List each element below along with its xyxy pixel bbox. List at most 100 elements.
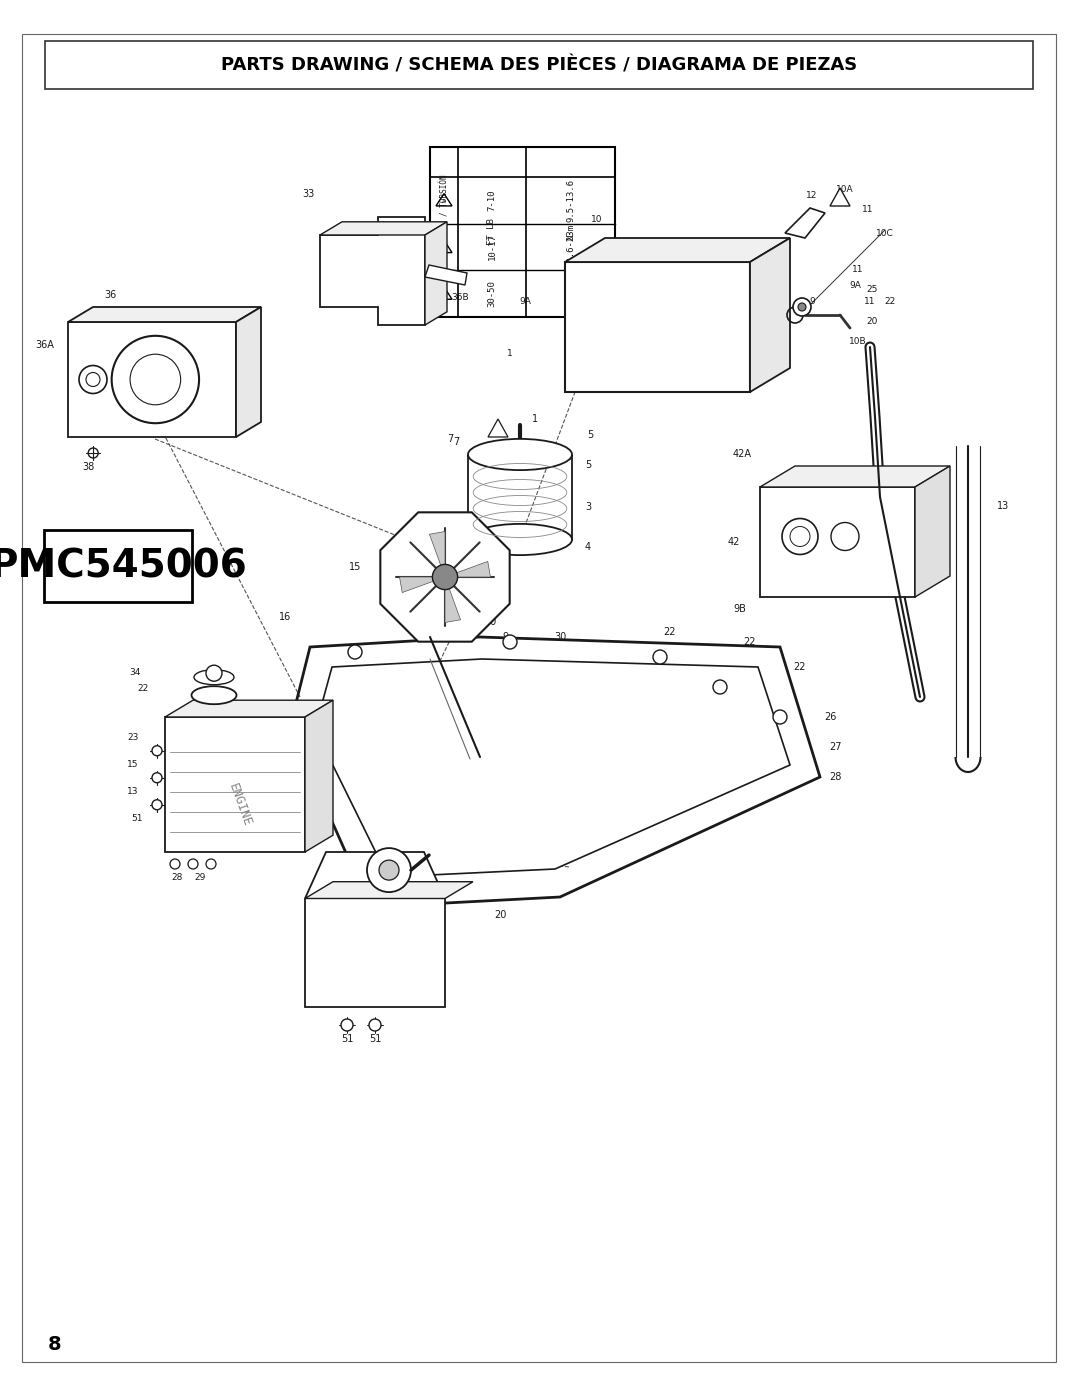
Text: A: A bbox=[442, 246, 446, 250]
Text: 20: 20 bbox=[866, 317, 878, 326]
Text: 40.7-67.8: 40.7-67.8 bbox=[566, 270, 575, 319]
Text: 51: 51 bbox=[132, 813, 143, 823]
Text: A: A bbox=[442, 198, 446, 204]
Text: 7: 7 bbox=[453, 437, 459, 447]
Polygon shape bbox=[320, 217, 426, 326]
Text: 27: 27 bbox=[828, 742, 841, 752]
Bar bbox=[45, 41, 1032, 89]
Text: 30: 30 bbox=[484, 617, 496, 627]
Circle shape bbox=[793, 298, 811, 316]
Polygon shape bbox=[750, 237, 789, 393]
Polygon shape bbox=[320, 222, 447, 235]
Bar bbox=[44, 529, 192, 602]
Polygon shape bbox=[445, 577, 460, 623]
Text: 28: 28 bbox=[828, 773, 841, 782]
Circle shape bbox=[798, 303, 806, 312]
Polygon shape bbox=[760, 467, 950, 488]
Circle shape bbox=[379, 861, 399, 880]
Text: FT LB: FT LB bbox=[487, 218, 497, 246]
Text: 22: 22 bbox=[794, 662, 807, 672]
Text: 24: 24 bbox=[831, 570, 843, 580]
Text: ENGINE: ENGINE bbox=[226, 781, 254, 828]
Polygon shape bbox=[400, 577, 445, 592]
Circle shape bbox=[206, 665, 222, 682]
Text: 9A: 9A bbox=[849, 281, 861, 289]
Text: 25: 25 bbox=[866, 285, 878, 293]
Circle shape bbox=[713, 680, 727, 694]
Text: 30-50: 30-50 bbox=[487, 281, 497, 307]
Circle shape bbox=[503, 636, 517, 650]
Text: 5: 5 bbox=[585, 460, 591, 469]
Polygon shape bbox=[915, 467, 950, 597]
Polygon shape bbox=[760, 488, 915, 597]
Text: 34: 34 bbox=[130, 668, 140, 676]
Text: 36B: 36B bbox=[451, 292, 469, 302]
Circle shape bbox=[206, 859, 216, 869]
Circle shape bbox=[170, 859, 180, 869]
Polygon shape bbox=[68, 307, 261, 321]
Text: 33: 33 bbox=[302, 189, 314, 198]
Polygon shape bbox=[305, 882, 473, 898]
Polygon shape bbox=[785, 208, 825, 237]
Text: 13: 13 bbox=[127, 787, 138, 796]
Text: PMC545006: PMC545006 bbox=[0, 548, 247, 585]
Text: 10B: 10B bbox=[849, 337, 867, 345]
Text: 9B: 9B bbox=[733, 604, 746, 615]
Polygon shape bbox=[445, 562, 490, 577]
Circle shape bbox=[152, 746, 162, 756]
Circle shape bbox=[152, 799, 162, 810]
Text: 7-10: 7-10 bbox=[487, 190, 497, 211]
Text: 51: 51 bbox=[341, 1034, 353, 1044]
Text: 11: 11 bbox=[852, 265, 864, 274]
Polygon shape bbox=[565, 263, 750, 393]
Circle shape bbox=[341, 1018, 353, 1031]
Text: 13.6-23: 13.6-23 bbox=[566, 228, 575, 265]
Circle shape bbox=[773, 710, 787, 724]
Text: 51: 51 bbox=[368, 1034, 381, 1044]
Circle shape bbox=[152, 773, 162, 782]
Text: 1: 1 bbox=[508, 348, 513, 358]
Text: 8: 8 bbox=[48, 1336, 62, 1355]
Text: 12: 12 bbox=[807, 191, 818, 201]
Text: 16: 16 bbox=[279, 612, 292, 622]
Text: 23: 23 bbox=[127, 733, 138, 742]
Ellipse shape bbox=[468, 439, 572, 471]
Polygon shape bbox=[237, 307, 261, 437]
Polygon shape bbox=[831, 189, 850, 205]
Ellipse shape bbox=[191, 686, 237, 704]
Circle shape bbox=[348, 645, 362, 659]
Polygon shape bbox=[68, 321, 237, 437]
Text: 9A: 9A bbox=[519, 296, 531, 306]
Text: 40: 40 bbox=[339, 735, 351, 743]
Ellipse shape bbox=[194, 669, 234, 685]
Text: 10-17: 10-17 bbox=[487, 233, 497, 260]
Text: 22: 22 bbox=[934, 522, 946, 532]
Text: 36A: 36A bbox=[36, 339, 54, 351]
Text: 20: 20 bbox=[494, 909, 507, 921]
Text: 5: 5 bbox=[586, 430, 593, 440]
Text: 13: 13 bbox=[997, 502, 1009, 511]
Polygon shape bbox=[426, 265, 467, 285]
Text: 22: 22 bbox=[137, 683, 149, 693]
Polygon shape bbox=[380, 513, 510, 641]
Text: 30: 30 bbox=[554, 631, 566, 643]
Text: 4: 4 bbox=[585, 542, 591, 552]
Text: 1: 1 bbox=[532, 414, 538, 425]
Text: 26: 26 bbox=[824, 712, 836, 722]
Circle shape bbox=[432, 564, 458, 590]
Polygon shape bbox=[305, 852, 445, 1007]
Text: 10A: 10A bbox=[836, 186, 854, 194]
Text: 19: 19 bbox=[383, 830, 395, 840]
Text: 22: 22 bbox=[664, 627, 676, 637]
Text: 7: 7 bbox=[447, 434, 454, 444]
Polygon shape bbox=[315, 659, 789, 877]
Text: 11: 11 bbox=[862, 205, 874, 215]
Text: 28: 28 bbox=[172, 873, 183, 882]
Text: N·m: N·m bbox=[566, 224, 575, 240]
Polygon shape bbox=[426, 222, 447, 326]
Text: 9: 9 bbox=[502, 631, 508, 643]
Text: 42A: 42A bbox=[732, 448, 752, 460]
Text: 9.5-13.6: 9.5-13.6 bbox=[566, 179, 575, 222]
Text: 15: 15 bbox=[127, 760, 138, 768]
Circle shape bbox=[653, 650, 667, 664]
